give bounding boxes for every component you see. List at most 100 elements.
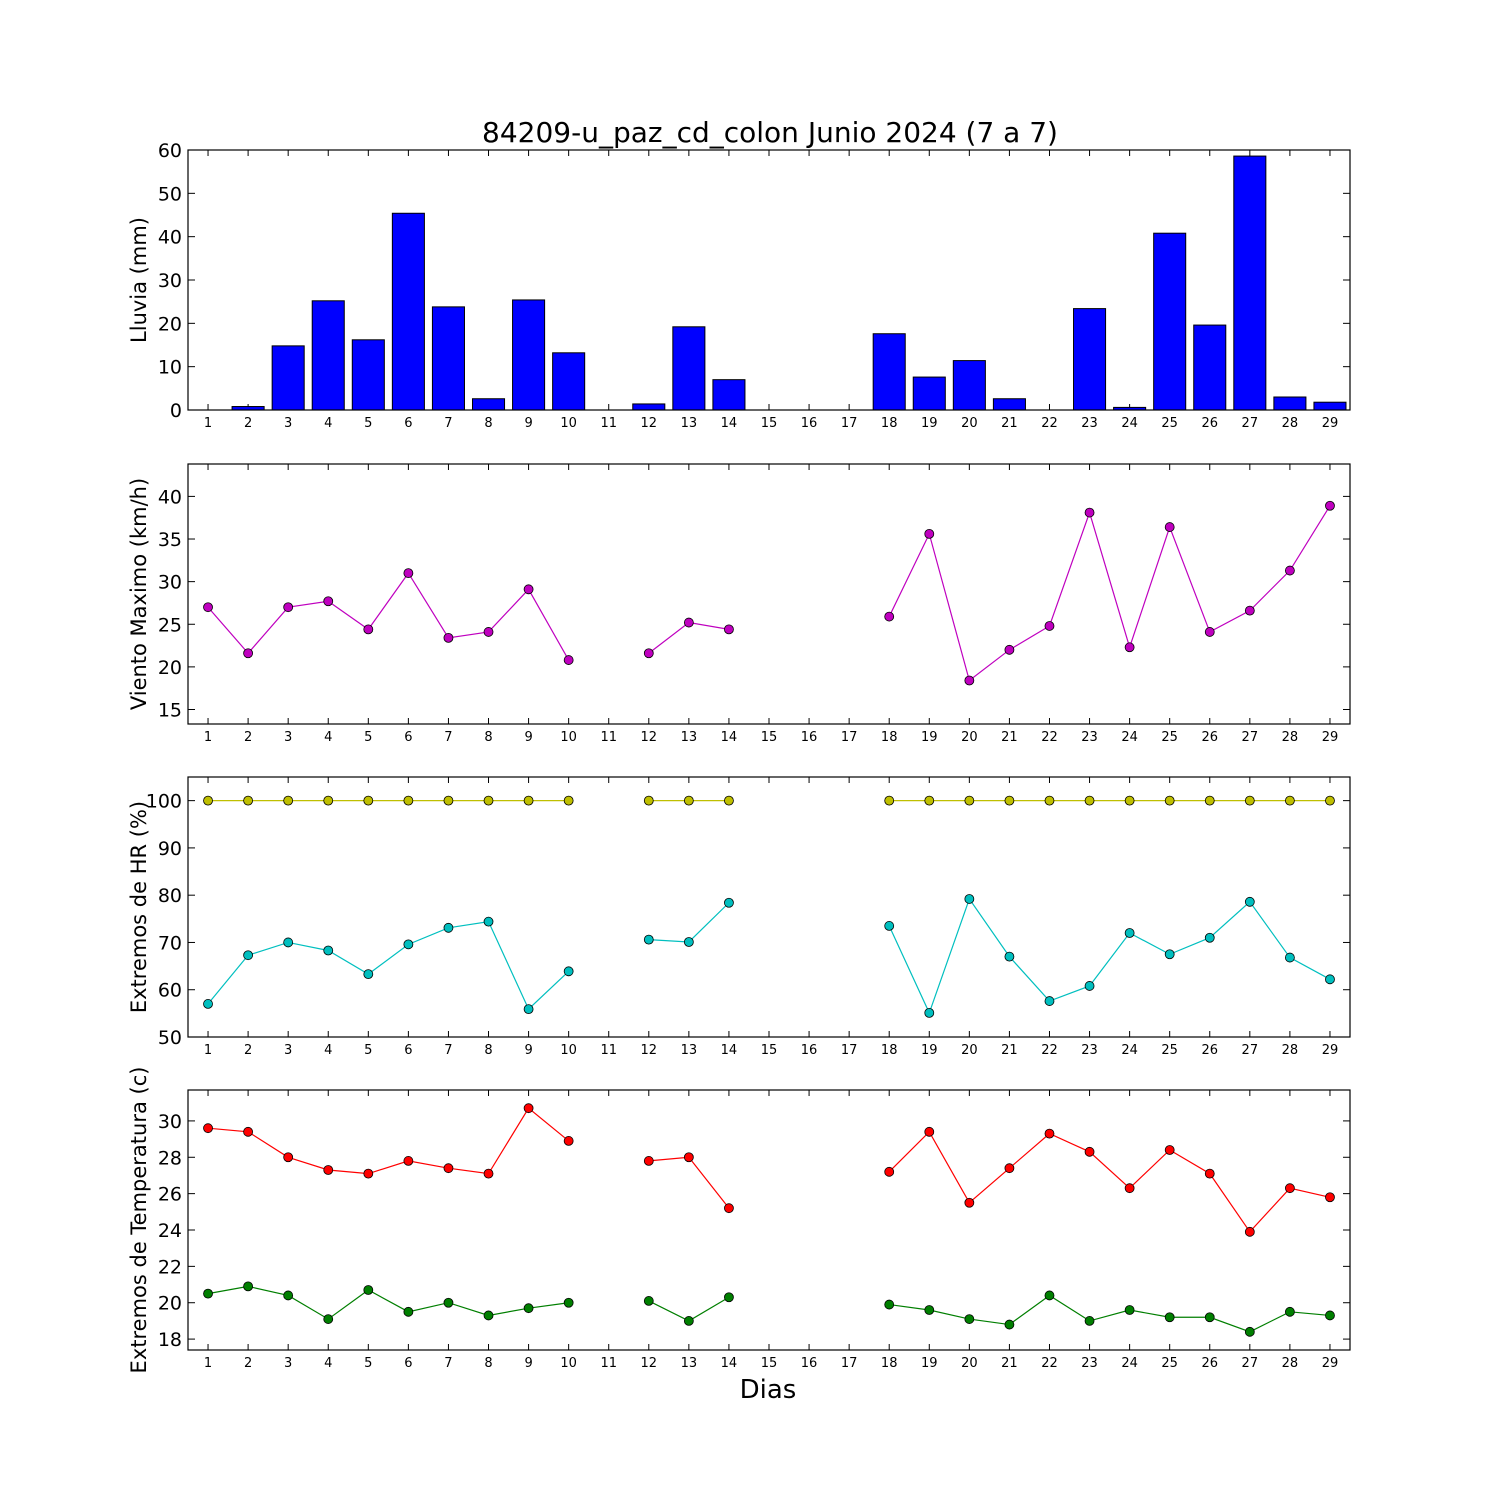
x-tick-label: 13 bbox=[681, 1356, 698, 1371]
x-tick-label: 3 bbox=[284, 1043, 292, 1058]
data-point-temp_max bbox=[884, 1166, 895, 1177]
data-point-hr_max bbox=[1164, 795, 1175, 806]
x-tick-label: 17 bbox=[841, 1043, 858, 1058]
data-point-hr_min bbox=[884, 921, 895, 931]
x-tick-label: 15 bbox=[761, 730, 778, 745]
x-tick-label: 20 bbox=[961, 1043, 978, 1058]
x-tick-label: 20 bbox=[961, 1356, 978, 1371]
data-point-wind bbox=[724, 624, 734, 635]
rain-bar bbox=[1273, 396, 1307, 411]
data-point-wind bbox=[1284, 565, 1295, 576]
data-point-temp_max bbox=[924, 1126, 935, 1137]
data-point-temp_min bbox=[363, 1285, 374, 1295]
rain-bar bbox=[512, 299, 546, 411]
data-point-hr_max bbox=[964, 795, 975, 806]
y-tick-label: 60 bbox=[158, 980, 182, 1002]
data-point-hr_min bbox=[924, 1007, 935, 1018]
x-tick-label: 27 bbox=[1242, 1356, 1259, 1371]
x-tick-label: 10 bbox=[560, 730, 577, 745]
x-tick-label: 4 bbox=[324, 730, 332, 745]
y-tick-label: 40 bbox=[158, 227, 182, 249]
data-point-hr_min bbox=[323, 945, 334, 956]
data-point-temp_max bbox=[443, 1163, 454, 1174]
x-tick-label: 7 bbox=[444, 730, 452, 745]
chart-title: 84209-u_paz_cd_colon Junio 2024 (7 a 7) bbox=[482, 116, 1058, 149]
data-point-hr_max bbox=[1284, 795, 1295, 806]
data-point-wind bbox=[523, 584, 534, 595]
data-point-hr_min bbox=[1204, 932, 1215, 943]
data-point-hr_max bbox=[1204, 795, 1215, 806]
x-tick-label: 7 bbox=[444, 1043, 452, 1058]
data-point-wind bbox=[403, 568, 414, 579]
plot-frame bbox=[187, 463, 1351, 725]
x-tick-label: 12 bbox=[641, 1043, 658, 1058]
data-point-hr_min bbox=[1325, 974, 1335, 985]
y-tick-label: 40 bbox=[158, 486, 182, 508]
data-point-hr_max bbox=[924, 795, 935, 806]
data-point-wind bbox=[1204, 627, 1215, 637]
series-line-temp_max bbox=[648, 1156, 730, 1209]
y-tick-label: 25 bbox=[158, 614, 182, 636]
data-point-hr_max bbox=[523, 795, 534, 806]
x-tick-label: 15 bbox=[761, 416, 778, 431]
plot-frame bbox=[187, 149, 1351, 411]
x-tick-label: 28 bbox=[1282, 1356, 1299, 1371]
series-line-hr_min bbox=[648, 902, 730, 943]
y-axis-label: Viento Maximo (km/h) bbox=[127, 478, 151, 710]
x-tick-label: 19 bbox=[921, 730, 938, 745]
data-point-temp_min bbox=[1124, 1305, 1135, 1315]
x-tick-label: 23 bbox=[1081, 1043, 1098, 1058]
x-tick-label: 26 bbox=[1201, 1043, 1218, 1058]
x-tick-label: 1 bbox=[204, 1043, 212, 1058]
data-point-hr_max bbox=[683, 795, 694, 806]
data-point-hr_max bbox=[203, 795, 213, 806]
x-tick-label: 13 bbox=[681, 730, 698, 745]
rain-bar bbox=[1153, 232, 1187, 411]
data-point-hr_max bbox=[563, 795, 574, 806]
series-line-temp_min bbox=[207, 1285, 569, 1320]
data-point-temp_min bbox=[1284, 1306, 1295, 1317]
data-point-wind bbox=[483, 627, 494, 637]
x-tick-label: 11 bbox=[600, 1043, 617, 1058]
y-tick-label: 20 bbox=[158, 313, 182, 335]
x-tick-label: 10 bbox=[560, 1043, 577, 1058]
data-point-temp_min bbox=[924, 1305, 935, 1315]
x-tick-label: 1 bbox=[204, 416, 212, 431]
x-tick-label: 7 bbox=[444, 1356, 452, 1371]
data-point-temp_min bbox=[203, 1288, 213, 1299]
x-tick-label: 22 bbox=[1041, 1043, 1058, 1058]
x-tick-label: 21 bbox=[1001, 1043, 1018, 1058]
rain-bar bbox=[1313, 401, 1347, 411]
x-tick-label: 18 bbox=[881, 416, 898, 431]
y-tick-label: 30 bbox=[158, 572, 182, 594]
x-tick-label: 16 bbox=[801, 416, 818, 431]
x-tick-label: 28 bbox=[1282, 730, 1299, 745]
x-tick-label: 6 bbox=[404, 1043, 412, 1058]
data-point-hr_min bbox=[443, 922, 454, 933]
data-point-temp_min bbox=[1244, 1326, 1255, 1337]
data-point-temp_min bbox=[283, 1290, 294, 1301]
data-point-temp_min bbox=[1325, 1310, 1335, 1321]
data-point-temp_min bbox=[1164, 1312, 1175, 1323]
x-tick-label: 24 bbox=[1121, 1356, 1138, 1371]
rain-bar bbox=[271, 345, 305, 411]
x-tick-label: 12 bbox=[641, 416, 658, 431]
x-tick-label: 5 bbox=[364, 730, 372, 745]
data-point-wind bbox=[1124, 642, 1135, 653]
series-line-hr_min bbox=[888, 897, 1331, 1015]
x-tick-label: 11 bbox=[600, 730, 617, 745]
x-tick-label: 14 bbox=[721, 416, 738, 431]
x-tick-label: 1 bbox=[204, 730, 212, 745]
rain-bar bbox=[351, 339, 385, 411]
x-tick-label: 5 bbox=[364, 1043, 372, 1058]
data-point-hr_min bbox=[964, 894, 975, 904]
data-point-temp_max bbox=[323, 1165, 334, 1175]
x-tick-label: 6 bbox=[404, 1356, 412, 1371]
plot-frame bbox=[187, 776, 1351, 1038]
x-tick-label: 14 bbox=[721, 1043, 738, 1058]
x-tick-label: 20 bbox=[961, 730, 978, 745]
